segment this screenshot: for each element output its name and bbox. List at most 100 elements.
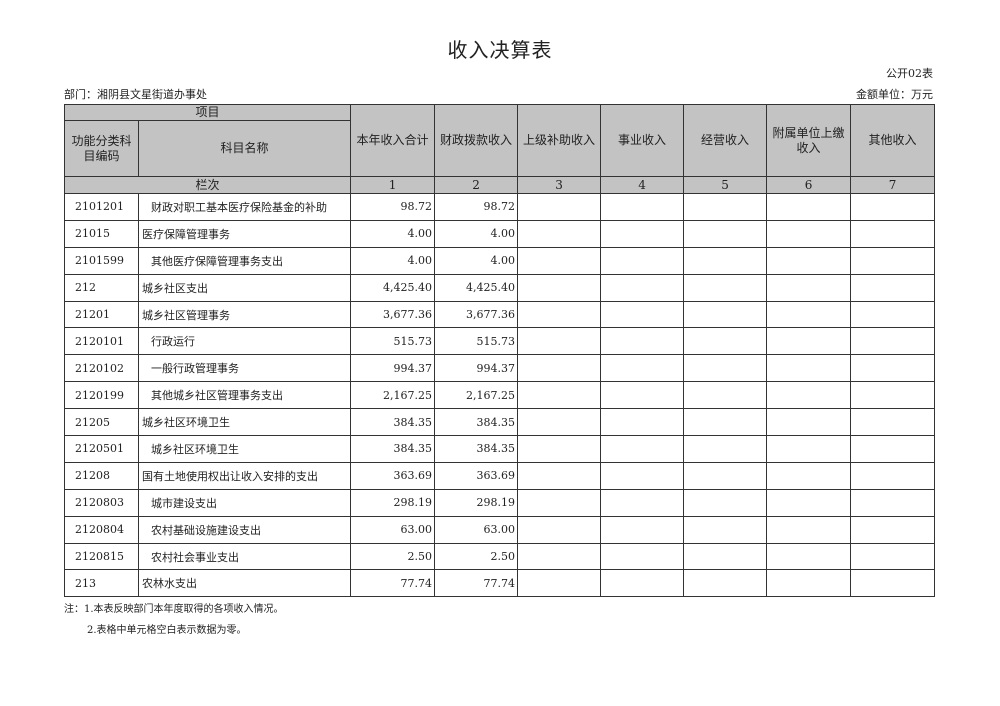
department-label: 部门：湘阴县文星街道办事处 [64,88,207,101]
row-value [683,408,768,437]
row-value [683,488,768,517]
row-value [683,327,768,356]
page-title: 收入决算表 [447,38,553,62]
row-value: 994.37 [434,354,519,383]
row-value [766,354,852,383]
row-value: 384.35 [434,408,519,437]
form-number: 公开02表 [886,67,933,80]
row-value [683,435,768,463]
row-value: 77.74 [434,569,519,598]
row-value [766,515,852,544]
row-value [766,542,852,571]
table-row: 21205 城乡社区环境卫生 384.35 384.35 [64,408,936,437]
row-value: 2,167.25 [350,381,436,410]
row-value [683,515,768,544]
row-value [683,273,768,302]
row-value [517,488,602,517]
header-code: 功能分类科目编码 [64,120,139,177]
table-row: 21015 医疗保障管理事务 4.00 4.00 [64,219,936,248]
row-name: 农林水支出 [137,569,352,598]
row-value: 2.50 [350,542,436,571]
header-col-6: 附属单位上缴收入 [766,104,852,177]
row-name: 其他城乡社区管理事务支出 [137,381,352,410]
row-value: 515.73 [434,327,519,356]
row-value [850,381,936,410]
table-row: 2120101 行政运行 515.73 515.73 [64,327,936,356]
row-value [683,461,768,490]
row-value: 384.35 [350,408,436,437]
row-value [683,354,768,383]
table-row: 21201 城乡社区管理事务 3,677.36 3,677.36 [64,300,936,329]
table-row: 21208 国有土地使用权出让收入安排的支出 363.69 363.69 [64,461,936,490]
header-col-4: 事业收入 [600,104,685,177]
row-value [600,381,685,410]
note-2: 2.表格中单元格空白表示数据为零。 [87,625,247,636]
row-value [766,219,852,248]
row-value: 4.00 [434,246,519,275]
row-value [683,193,768,221]
row-value: 4,425.40 [434,273,519,302]
row-name: 城乡社区支出 [137,273,352,302]
row-value [683,569,768,598]
row-name: 国有土地使用权出让收入安排的支出 [137,461,352,490]
row-value: 384.35 [350,435,436,463]
row-value [683,219,768,248]
row-code: 2120815 [64,542,139,571]
row-value [766,381,852,410]
row-name: 城市建设支出 [137,488,352,517]
col-number: 4 [600,176,685,194]
row-value [766,327,852,356]
row-value [850,193,936,221]
row-value: 3,677.36 [434,300,519,329]
row-name: 一般行政管理事务 [137,354,352,383]
col-number: 7 [850,176,936,194]
col-number: 2 [434,176,519,194]
row-value [850,515,936,544]
row-value [766,569,852,598]
row-value [683,542,768,571]
row-value [766,193,852,221]
row-value [517,542,602,571]
row-value [517,300,602,329]
header-col-7: 其他收入 [850,104,936,177]
row-value [850,569,936,598]
row-value [850,246,936,275]
row-value: 98.72 [434,193,519,221]
row-value: 2,167.25 [434,381,519,410]
table-row: 2101599 其他医疗保障管理事务支出 4.00 4.00 [64,246,936,275]
row-value: 3,677.36 [350,300,436,329]
row-name: 医疗保障管理事务 [137,219,352,248]
col-number: 3 [517,176,602,194]
row-code: 21208 [64,461,139,490]
row-value: 298.19 [350,488,436,517]
row-value [600,408,685,437]
row-value: 4.00 [350,246,436,275]
row-value [683,300,768,329]
row-value [850,327,936,356]
row-value [600,219,685,248]
row-value [850,219,936,248]
row-value: 2.50 [434,542,519,571]
row-value [766,461,852,490]
table-row: 2120501 城乡社区环境卫生 384.35 384.35 [64,435,936,463]
row-code: 2101201 [64,193,139,221]
row-value [600,327,685,356]
row-value: 363.69 [350,461,436,490]
row-code: 2120199 [64,381,139,410]
row-value [517,435,602,463]
col-number: 6 [766,176,852,194]
row-name: 农村社会事业支出 [137,542,352,571]
col-number: 1 [350,176,436,194]
row-name: 城乡社区环境卫生 [137,435,352,463]
row-value [850,354,936,383]
row-value [517,381,602,410]
row-value [766,488,852,517]
row-value: 384.35 [434,435,519,463]
header-col-3: 上级补助收入 [517,104,602,177]
row-value [600,515,685,544]
row-value [517,273,602,302]
income-table: 项目 本年收入合计 财政拨款收入 上级补助收入 事业收入 经营收入 附属单位上缴… [63,104,936,598]
row-value: 63.00 [434,515,519,544]
row-value [850,488,936,517]
row-value [600,488,685,517]
